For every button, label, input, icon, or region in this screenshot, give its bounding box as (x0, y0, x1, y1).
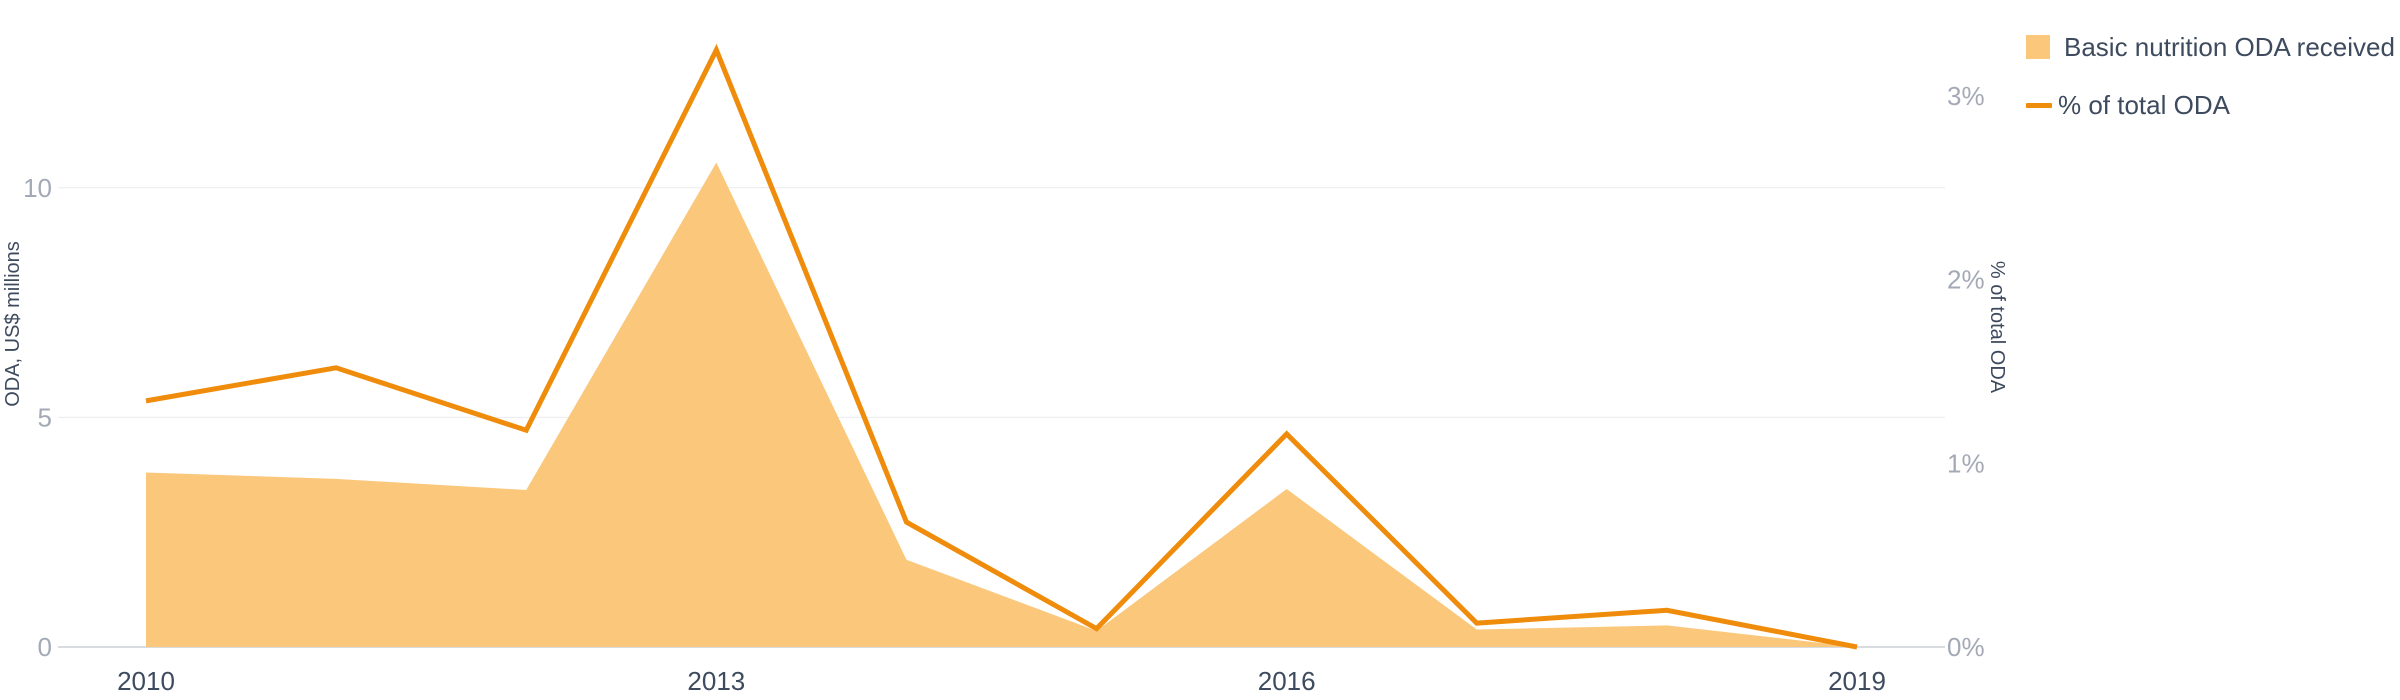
axis-ticks: 0 5 10 0% 1% 2% 3% 2010 2013 2016 2019 (23, 81, 1985, 696)
x-tick-label: 2010 (117, 666, 175, 696)
area-series-layer (146, 162, 1857, 647)
left-tick-label: 5 (38, 402, 52, 432)
x-tick-label: 2013 (687, 666, 745, 696)
x-tick-label: 2016 (1258, 666, 1316, 696)
line-percent-total-oda (145, 43, 1858, 650)
legend: Basic nutrition ODA received % of total … (2026, 18, 2395, 134)
legend-item-line[interactable]: % of total ODA (2026, 76, 2395, 134)
right-tick-label: 1% (1947, 448, 1985, 478)
left-tick-label: 0 (38, 632, 52, 662)
left-tick-label: 10 (23, 173, 52, 203)
area-basic-nutrition-oda (146, 162, 1857, 647)
right-axis-title: % of total ODA (1986, 261, 2008, 394)
legend-area-swatch (2026, 35, 2050, 59)
legend-item-area[interactable]: Basic nutrition ODA received (2026, 18, 2395, 76)
x-tick-label: 2019 (1828, 666, 1886, 696)
legend-line-label: % of total ODA (2058, 89, 2230, 120)
right-tick-label: 3% (1947, 81, 1985, 111)
legend-area-label: Basic nutrition ODA received (2064, 31, 2395, 62)
left-axis-title: ODA, US$ millions (2, 241, 24, 407)
right-tick-label: 0% (1947, 632, 1985, 662)
right-tick-label: 2% (1947, 265, 1985, 295)
legend-line-swatch (2026, 102, 2052, 108)
line-series-layer (145, 43, 1858, 650)
